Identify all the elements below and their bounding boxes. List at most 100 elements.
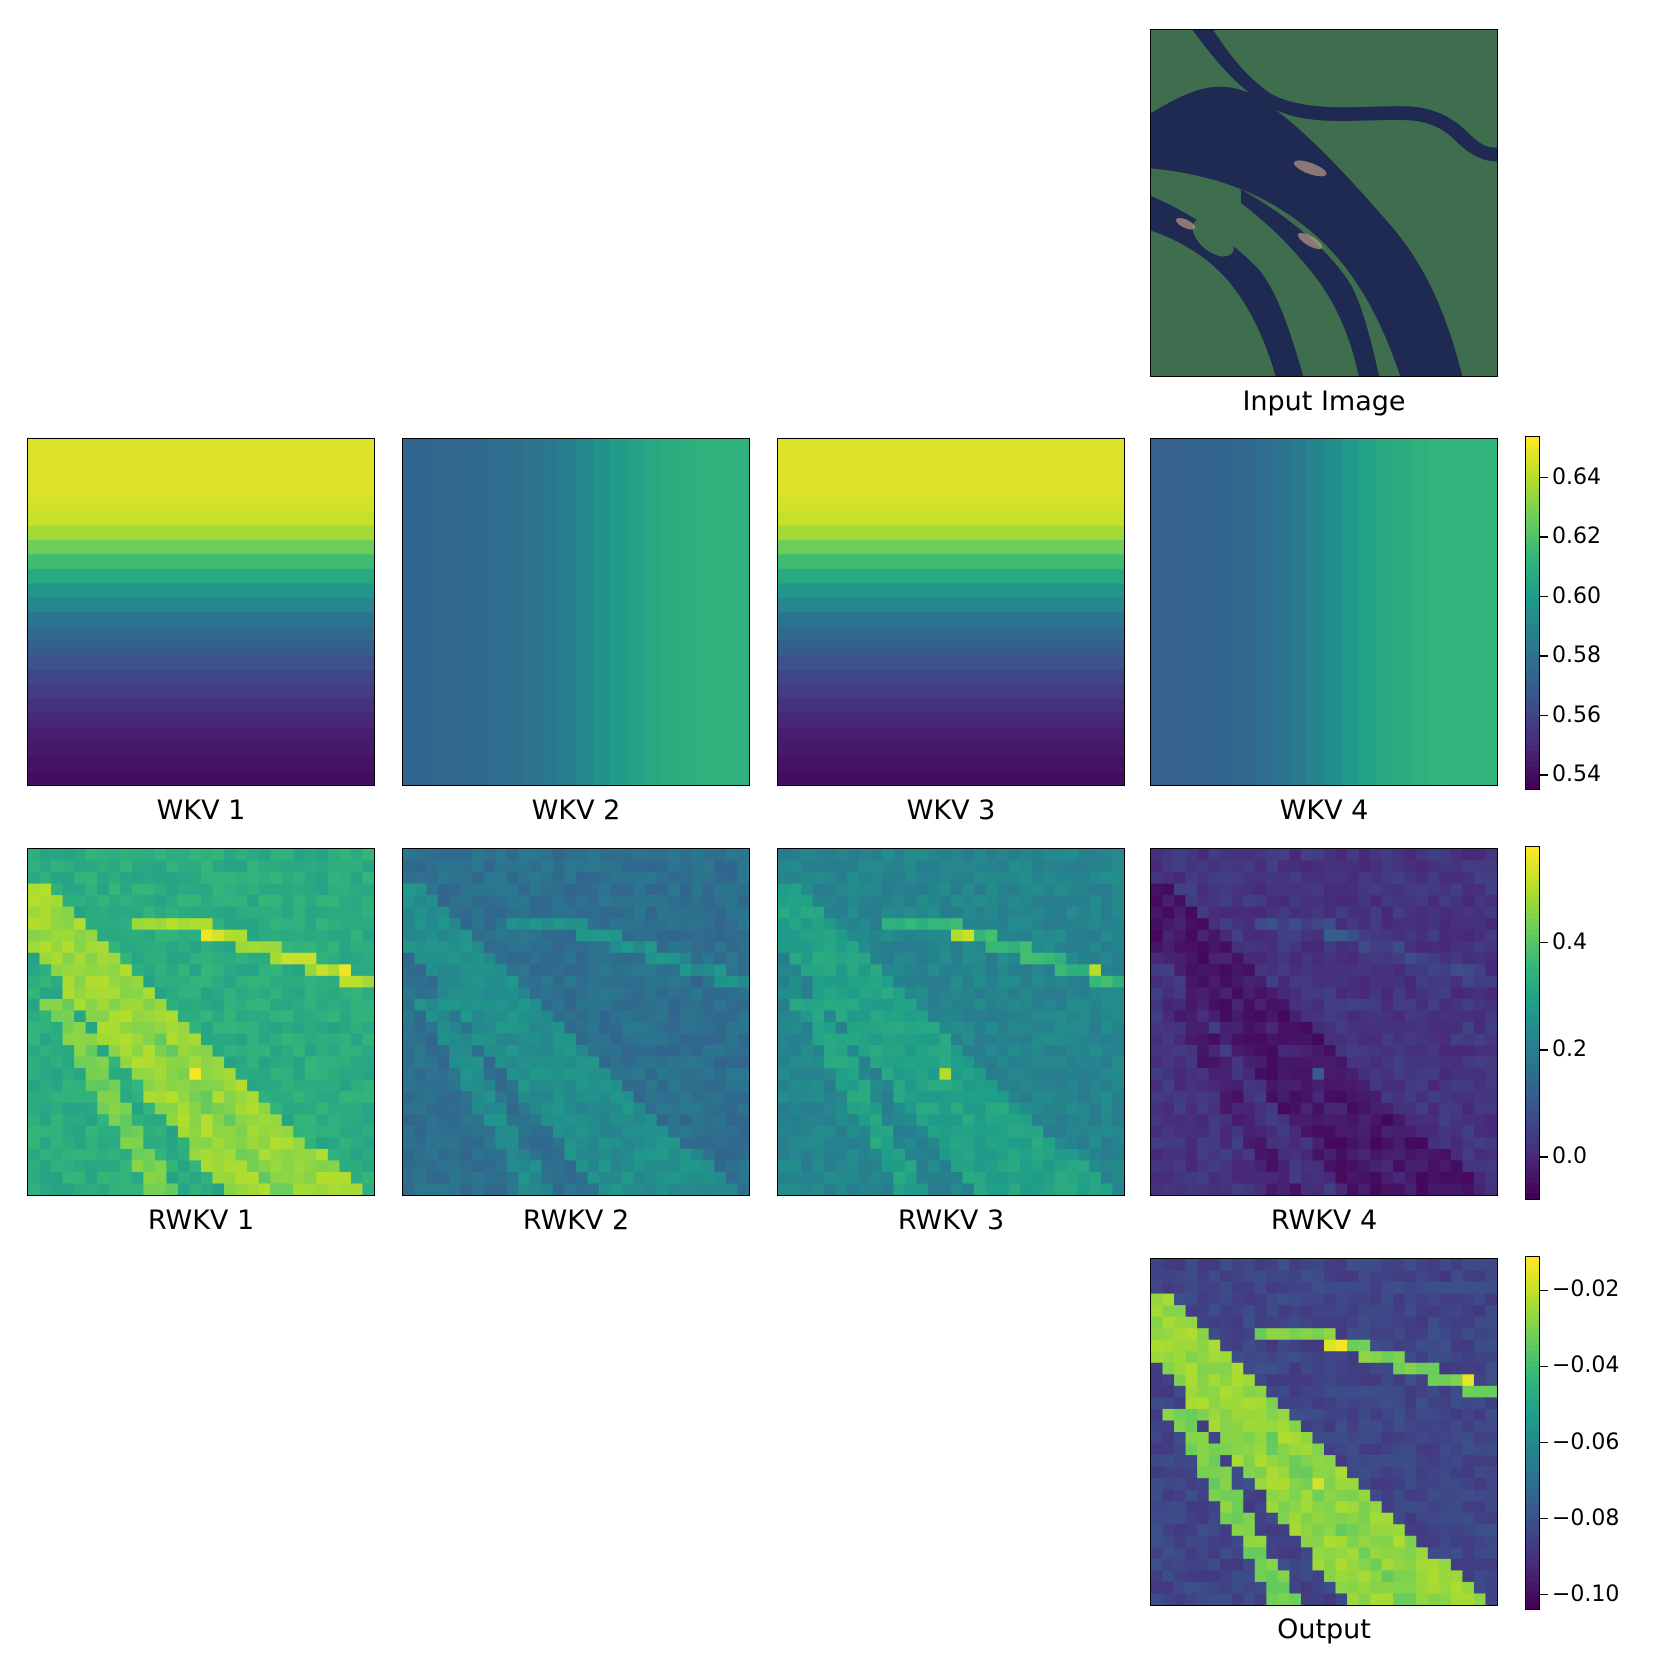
heatmap-cell bbox=[985, 1010, 998, 1023]
heatmap-cell bbox=[778, 929, 790, 942]
heatmap-cell bbox=[599, 1045, 611, 1057]
heatmap-cell bbox=[143, 1056, 156, 1069]
heatmap-cell bbox=[985, 987, 998, 1000]
heatmap-cell bbox=[1231, 1183, 1244, 1195]
heatmap-cell bbox=[576, 1045, 588, 1057]
heatmap-cell bbox=[916, 1160, 929, 1173]
heatmap-cell bbox=[1174, 998, 1186, 1011]
heatmap-cell bbox=[645, 952, 658, 965]
heatmap-cell bbox=[258, 1091, 271, 1104]
heatmap-cell bbox=[1231, 1524, 1244, 1537]
heatmap-cell bbox=[39, 1125, 52, 1138]
heatmap-cell bbox=[951, 929, 963, 942]
heatmap-cell bbox=[1324, 1374, 1336, 1387]
heatmap-cell bbox=[1358, 1293, 1371, 1306]
heatmap-cell bbox=[1066, 906, 1079, 919]
heatmap-cell bbox=[1162, 1137, 1175, 1150]
heatmap-cell bbox=[1416, 1125, 1429, 1138]
heatmap-cell bbox=[1243, 1305, 1256, 1318]
heatmap-cell bbox=[460, 987, 473, 1000]
heatmap-cell bbox=[85, 964, 98, 977]
heatmap-cell bbox=[1174, 1305, 1186, 1318]
heatmap-cell bbox=[1174, 1420, 1186, 1433]
heatmap-cell bbox=[1312, 883, 1325, 896]
heatmap-cell bbox=[270, 1183, 283, 1195]
heatmap-cell bbox=[1370, 1022, 1383, 1034]
heatmap-cell bbox=[904, 1068, 917, 1081]
heatmap-cell bbox=[1324, 1501, 1336, 1514]
heatmap-cell bbox=[1197, 1125, 1210, 1138]
heatmap-cell bbox=[362, 1079, 374, 1092]
heatmap-cell bbox=[1254, 1305, 1267, 1318]
heatmap-cell bbox=[1112, 1102, 1124, 1115]
heatmap-cell bbox=[1358, 1570, 1371, 1583]
heatmap-cell bbox=[258, 1068, 271, 1081]
heatmap-cell bbox=[437, 439, 456, 785]
heatmap-cell bbox=[1462, 918, 1475, 931]
heatmap-cell bbox=[1335, 1148, 1348, 1161]
heatmap-cell bbox=[403, 1010, 415, 1023]
heatmap-cell bbox=[801, 1125, 813, 1138]
heatmap-cell bbox=[1174, 941, 1186, 954]
heatmap-cell bbox=[1162, 1114, 1175, 1127]
heatmap-cell bbox=[1300, 1362, 1313, 1375]
heatmap-cell bbox=[414, 906, 427, 919]
heatmap-cell bbox=[518, 860, 531, 873]
heatmap-cell bbox=[1324, 1512, 1336, 1525]
heatmap-cell bbox=[339, 964, 352, 977]
heatmap-cell bbox=[645, 1068, 658, 1081]
heatmap-cell bbox=[1381, 1339, 1394, 1352]
heatmap-cell bbox=[789, 1183, 802, 1195]
heatmap-cell bbox=[1312, 1535, 1325, 1548]
heatmap-cell bbox=[403, 1102, 415, 1115]
heatmap-cell bbox=[881, 1091, 894, 1104]
heatmap-cell bbox=[812, 1160, 825, 1173]
heatmap-cell bbox=[472, 1148, 485, 1161]
heatmap-cell bbox=[725, 1160, 738, 1173]
heatmap-cell bbox=[1335, 1270, 1348, 1283]
colorbar-step bbox=[1526, 1460, 1539, 1467]
heatmap-cell bbox=[51, 975, 63, 988]
heatmap-cell bbox=[1220, 906, 1233, 919]
heatmap-cell bbox=[1197, 1581, 1210, 1594]
heatmap-cell bbox=[1174, 1316, 1186, 1329]
colorbar-step bbox=[1526, 1389, 1539, 1395]
heatmap-cell bbox=[1243, 929, 1256, 942]
heatmap-cell bbox=[1300, 987, 1313, 1000]
heatmap-cell bbox=[1300, 1581, 1313, 1594]
colorbar-tick bbox=[1540, 941, 1548, 944]
heatmap-cell bbox=[1358, 1183, 1371, 1195]
heatmap-cell bbox=[1231, 1056, 1244, 1069]
heatmap-cell bbox=[304, 952, 317, 965]
heatmap-cell bbox=[212, 883, 225, 896]
heatmap-cell bbox=[1347, 1148, 1359, 1161]
heatmap-cell bbox=[1174, 1432, 1186, 1444]
heatmap-cell bbox=[1066, 987, 1079, 1000]
heatmap-cell bbox=[1427, 1466, 1440, 1479]
heatmap-cell bbox=[1335, 1305, 1348, 1318]
heatmap-cell bbox=[1324, 1581, 1336, 1594]
heatmap-cell bbox=[858, 1137, 871, 1150]
heatmap-cell bbox=[1185, 1432, 1198, 1444]
heatmap-cell bbox=[1220, 1068, 1233, 1081]
heatmap-cell bbox=[449, 872, 462, 884]
heatmap-cell bbox=[1370, 929, 1383, 942]
heatmap-cell bbox=[622, 929, 635, 942]
heatmap-cell bbox=[1112, 998, 1124, 1011]
heatmap-cell bbox=[212, 987, 225, 1000]
heatmap-cell bbox=[403, 860, 415, 873]
heatmap-cell bbox=[1485, 1547, 1497, 1560]
heatmap-cell bbox=[552, 1148, 565, 1161]
heatmap-cell bbox=[108, 1171, 121, 1184]
heatmap-cell bbox=[847, 964, 860, 977]
heatmap-cell bbox=[645, 1056, 658, 1069]
heatmap-cell bbox=[576, 998, 588, 1011]
heatmap-cell bbox=[974, 883, 986, 896]
heatmap-cell bbox=[39, 1091, 52, 1104]
heatmap-cell bbox=[1393, 1443, 1406, 1456]
heatmap-cell bbox=[985, 883, 998, 896]
heatmap-cell bbox=[552, 1079, 565, 1092]
heatmap-cell bbox=[1020, 849, 1033, 861]
heatmap-cell bbox=[1462, 1316, 1475, 1329]
heatmap-cell bbox=[812, 1068, 825, 1081]
